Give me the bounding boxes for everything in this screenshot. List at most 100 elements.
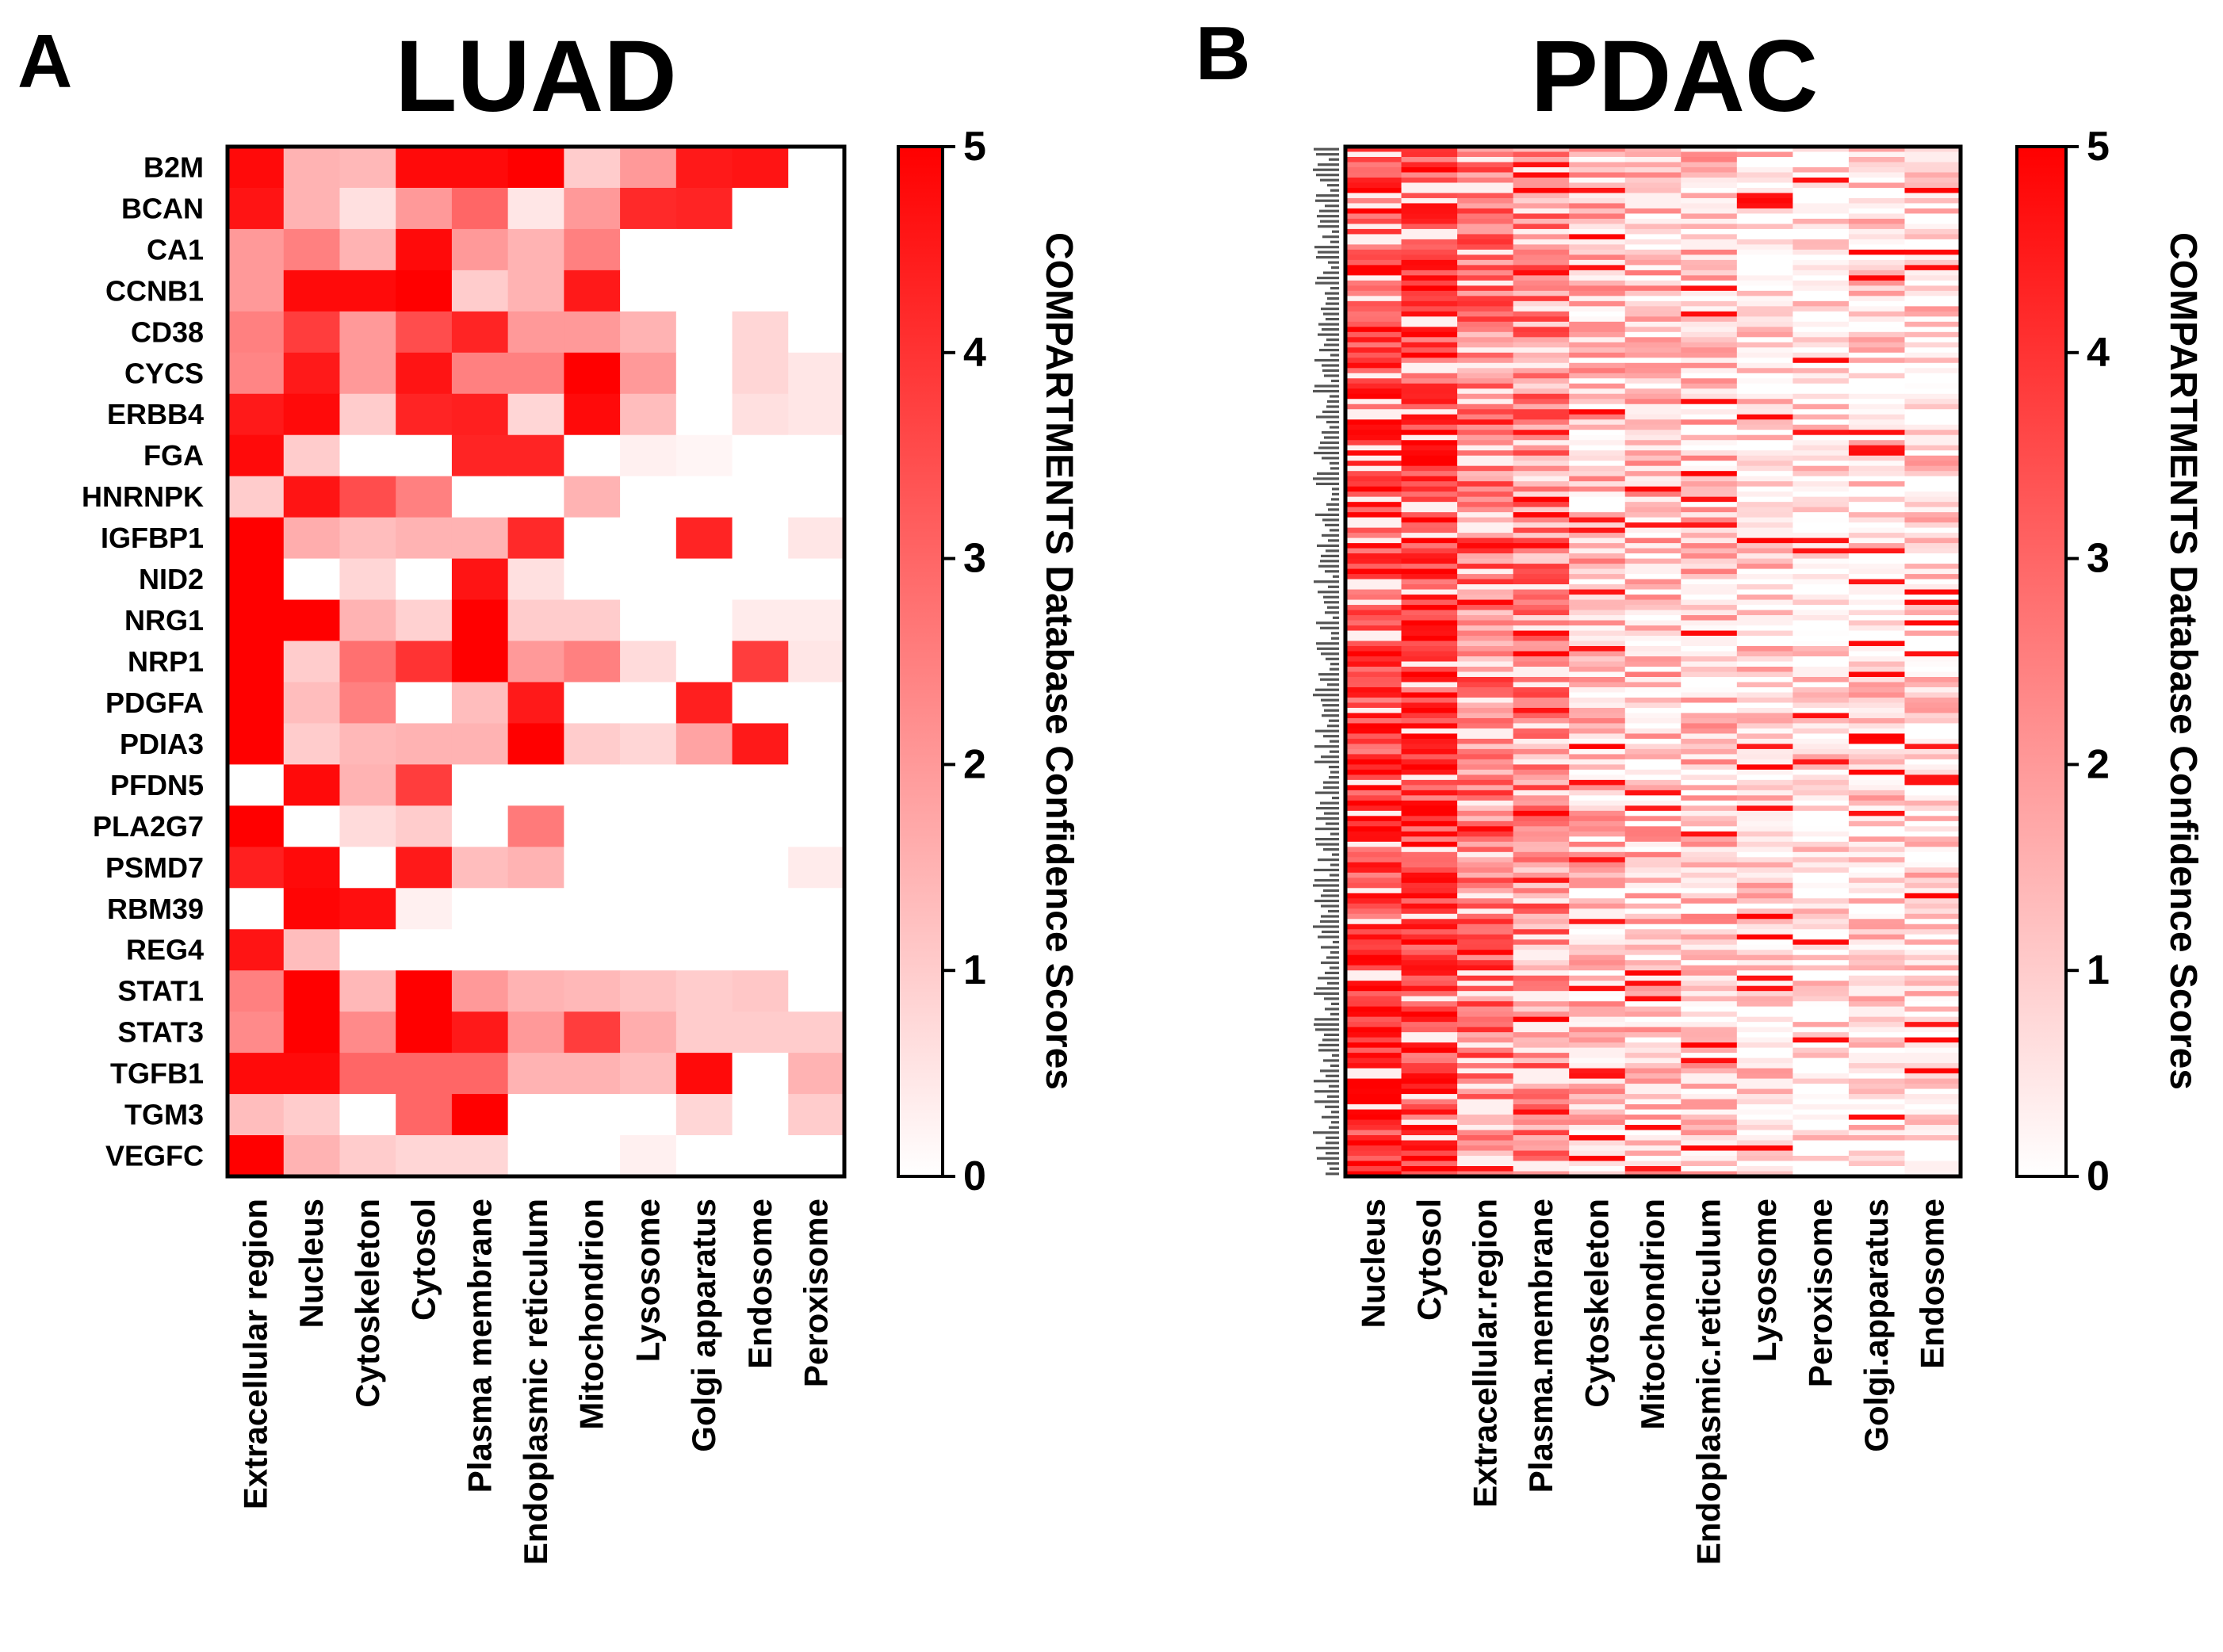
heatmap-cell (339, 393, 396, 436)
heatmap-cell (1904, 692, 1961, 698)
heatmap-cell (1736, 667, 1793, 673)
heatmap-cell (1401, 537, 1458, 544)
heatmap-cell (1624, 378, 1682, 384)
heatmap-cell (1624, 311, 1682, 317)
heatmap-cell (1736, 465, 1793, 472)
heatmap-cell (1345, 316, 1402, 323)
heatmap-cell (1681, 527, 1738, 533)
heatmap-cell (620, 1135, 677, 1177)
heatmap-cell (1513, 465, 1570, 472)
heatmap-cell (1513, 342, 1570, 348)
heatmap-cell (1848, 1037, 1906, 1043)
heatmap-cell (507, 352, 564, 395)
heatmap-cell (1848, 533, 1906, 539)
heatmap-cell (1457, 867, 1514, 874)
heatmap-cell (1569, 321, 1626, 327)
heatmap-cell (1681, 975, 1738, 981)
heatmap-cell (1345, 1084, 1402, 1090)
heatmap-cell (1401, 296, 1458, 302)
heatmap-cell (1401, 1161, 1458, 1167)
heatmap-cell (1457, 424, 1514, 430)
heatmap-cell (1736, 553, 1793, 560)
heatmap-cell (1345, 878, 1402, 884)
heatmap-cell (1793, 522, 1850, 529)
heatmap-cell (1457, 857, 1514, 863)
heatmap-cell (1736, 496, 1793, 503)
heatmap-cell (1401, 1119, 1458, 1126)
heatmap-cell (1736, 692, 1793, 698)
heatmap-cell (1401, 455, 1458, 461)
heatmap-cell (1513, 965, 1570, 971)
heatmap-cell (1904, 697, 1961, 704)
heatmap-cell (1513, 481, 1570, 488)
heatmap-cell (1401, 630, 1458, 637)
heatmap-cell (732, 1011, 789, 1054)
heatmap-cell (1681, 533, 1738, 539)
row-label-mark (1314, 147, 1339, 151)
heatmap-cell (1513, 717, 1570, 725)
heatmap-cell (1401, 1125, 1458, 1131)
heatmap-cell (1736, 847, 1793, 853)
heatmap-cell (1624, 399, 1682, 405)
heatmap-cell (1569, 527, 1626, 533)
heatmap-cell (1793, 327, 1850, 333)
heatmap-cell (1848, 610, 1906, 616)
heatmap-cell (1624, 270, 1682, 276)
heatmap-cell (1793, 1047, 1850, 1054)
heatmap-cell (396, 929, 453, 971)
heatmap-cell (620, 805, 677, 847)
heatmap-cell (1736, 419, 1793, 426)
heatmap-cell (1736, 481, 1793, 488)
heatmap-cell (228, 393, 285, 436)
heatmap-cell (1624, 172, 1682, 178)
heatmap-cell (1624, 249, 1682, 255)
heatmap-cell (1401, 517, 1458, 523)
heatmap-cell (675, 847, 733, 889)
heatmap-cell (1681, 636, 1738, 642)
row-label-mark (1326, 1152, 1339, 1155)
heatmap-cell (1624, 836, 1682, 843)
heatmap-cell (1736, 686, 1793, 694)
heatmap-cell (1681, 985, 1738, 992)
heatmap-cell (1904, 574, 1961, 580)
row-label-mark (1317, 277, 1339, 280)
heatmap-cell (1736, 533, 1793, 539)
heatmap-cell (1401, 878, 1458, 884)
heatmap-cell (1513, 1115, 1570, 1121)
heatmap-cell (1401, 934, 1458, 940)
row-label-mark (1333, 575, 1339, 578)
heatmap-cell (1513, 841, 1570, 847)
row-label-mark (1330, 354, 1339, 357)
heatmap-cell (1345, 1011, 1402, 1018)
heatmap-cell (1793, 671, 1850, 678)
heatmap-cell (1457, 1037, 1514, 1043)
heatmap-cell (1569, 327, 1626, 333)
heatmap-cell (1513, 172, 1570, 178)
heatmap-cell (1681, 156, 1738, 163)
heatmap-cell (1904, 1047, 1961, 1054)
heatmap-cell (1904, 424, 1961, 430)
heatmap-cell (1681, 1171, 1738, 1177)
heatmap-cell (1793, 234, 1850, 240)
heatmap-cell (1848, 522, 1906, 529)
heatmap-cell (1457, 512, 1514, 518)
column-label: Peroxisome (1802, 1199, 1839, 1387)
heatmap-cell (1848, 197, 1906, 205)
row-label-mark (1315, 729, 1339, 732)
heatmap-cell (1681, 574, 1738, 580)
heatmap-cell (1457, 177, 1514, 184)
heatmap-cell (1848, 316, 1906, 323)
heatmap-cell (1513, 867, 1570, 874)
heatmap-cell (1513, 1027, 1570, 1033)
heatmap-cell (1457, 810, 1514, 816)
heatmap-cell (1848, 929, 1906, 935)
heatmap-cell (1848, 445, 1906, 451)
heatmap-cell (1457, 543, 1514, 549)
panel-a-letter: A (17, 19, 72, 104)
row-label-mark (1331, 266, 1339, 270)
heatmap-cell (1793, 1166, 1850, 1172)
heatmap-cell (1624, 409, 1682, 415)
heatmap-cell (1904, 496, 1961, 503)
heatmap-cell (1624, 950, 1682, 956)
heatmap-cell (1681, 491, 1738, 498)
